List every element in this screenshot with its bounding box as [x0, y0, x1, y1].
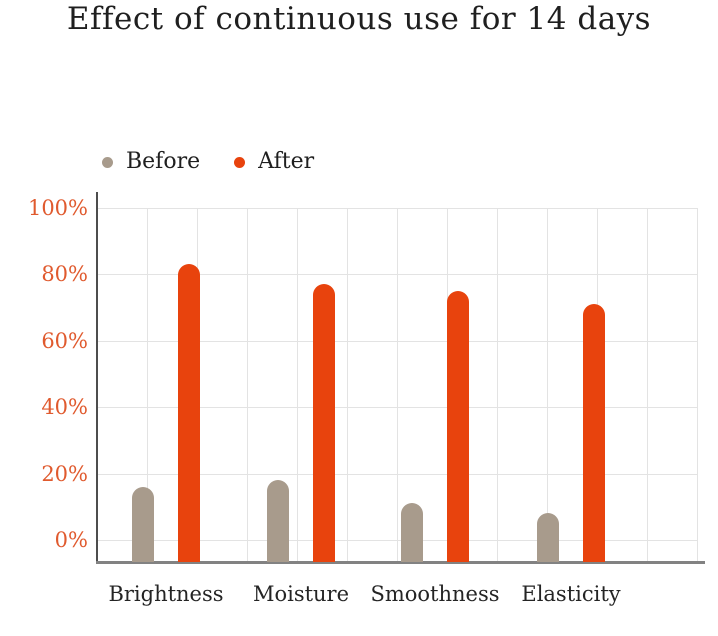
legend-item-before: Before: [102, 148, 200, 176]
gridline-vertical: [697, 208, 698, 562]
x-axis-category-label: Elasticity: [521, 582, 621, 606]
legend-label-before: Before: [126, 149, 201, 174]
bar-after-elasticity: [583, 304, 605, 562]
legend-item-after: After: [234, 148, 314, 176]
y-axis-tick-label: 0%: [54, 528, 88, 552]
bar-before-elasticity: [537, 513, 559, 562]
gridline-vertical: [647, 208, 648, 562]
gridline-vertical: [247, 208, 248, 562]
y-axis-tick-label: 20%: [41, 461, 88, 486]
gridline-vertical: [497, 208, 498, 562]
x-axis-line: [96, 561, 705, 564]
bar-after-brightness: [178, 264, 200, 562]
gridline-vertical: [547, 208, 548, 562]
y-axis-tick-label: 80%: [41, 262, 88, 287]
bar-before-moisture: [267, 480, 289, 562]
bar-after-smoothness: [447, 291, 469, 562]
chart-legend: Before After: [102, 148, 314, 176]
bar-before-brightness: [132, 486, 154, 562]
y-axis-tick-label: 60%: [41, 328, 88, 353]
chart-title: Effect of continuous use for 14 days: [66, 1, 652, 37]
x-axis-category-label: Smoothness: [370, 582, 500, 606]
x-axis-category-label: Moisture: [252, 582, 350, 606]
legend-dot-after-icon: [234, 156, 246, 168]
bar-after-moisture: [313, 284, 335, 562]
y-axis-tick-label: 100%: [27, 196, 88, 220]
gridline-vertical: [147, 208, 148, 562]
y-axis-line: [96, 192, 98, 564]
legend-label-after: After: [258, 149, 315, 174]
y-axis-tick-label: 40%: [41, 395, 88, 420]
bar-before-smoothness: [401, 503, 423, 562]
x-axis-category-label: Brightness: [108, 582, 224, 606]
legend-dot-before-icon: [102, 156, 113, 168]
gridline-vertical: [347, 208, 348, 562]
gridline-vertical: [297, 208, 298, 562]
gridline-vertical: [397, 208, 398, 562]
